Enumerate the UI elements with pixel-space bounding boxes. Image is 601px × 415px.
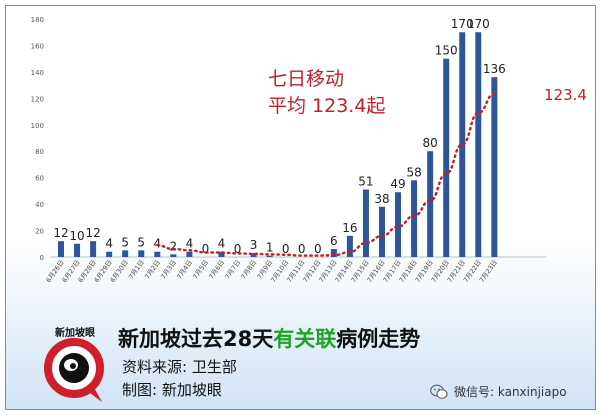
bar-value-label: 5	[121, 235, 129, 249]
title-highlight: 有关联	[273, 327, 337, 351]
y-tick-label: 120	[31, 95, 44, 103]
bar-value-label: 136	[483, 62, 506, 76]
y-tick-label: 100	[31, 122, 44, 130]
bar	[90, 241, 97, 257]
bar	[443, 58, 450, 257]
x-tick-label: 7月8日	[239, 259, 258, 281]
x-tick-label: 7月1日	[127, 259, 146, 281]
bar-value-label: 80	[423, 136, 438, 150]
bar-value-label: 1	[266, 241, 274, 255]
bar	[138, 250, 145, 257]
y-tick-label: 40	[35, 201, 44, 209]
bar	[58, 241, 64, 257]
wechat-id: 微信号: kanxinjiapo	[454, 385, 567, 399]
bar	[411, 180, 418, 257]
bar-value-label: 0	[298, 242, 306, 256]
bar	[379, 206, 385, 257]
bar-value-label: 0	[234, 242, 242, 256]
bar-value-label: 16	[342, 221, 357, 235]
x-tick-label: 7月5日	[191, 259, 210, 281]
bar	[475, 32, 482, 257]
bar	[122, 250, 129, 257]
y-tick-label: 0	[40, 254, 44, 262]
bar-value-label: 10	[69, 229, 84, 243]
x-tick-label: 7月4日	[175, 259, 194, 281]
moving-average-line	[156, 92, 496, 257]
y-tick-label: 20	[35, 228, 44, 236]
annotation-line-2: 平均 123.4起	[268, 95, 386, 117]
y-tick-label: 60	[35, 175, 44, 183]
bar	[154, 251, 161, 257]
bar	[170, 254, 177, 257]
bar	[395, 192, 402, 257]
x-tick-label: 7月2日	[143, 259, 162, 281]
bar-value-label: 0	[282, 242, 290, 256]
bar-value-label: 3	[250, 238, 258, 252]
infographic-frame: 0 20 40 60 80 100 120 140 160 180 12 6月26日 10 6月27日 12…	[5, 5, 596, 410]
bar	[459, 32, 466, 257]
bar	[266, 255, 273, 257]
bar-value-label: 0	[202, 242, 210, 256]
logo-wordmark: 新加坡眼	[55, 326, 95, 339]
bar-value-label: 4	[218, 237, 226, 251]
x-tick-label: 7月7日	[223, 259, 242, 281]
bar-value-label: 12	[85, 226, 100, 240]
bar	[362, 189, 369, 257]
title-part-1: 新加坡过去28天	[118, 327, 274, 351]
bar-value-label: 4	[153, 237, 161, 251]
bar	[74, 243, 81, 257]
moving-average-annotation: 七日移动 平均 123.4起	[268, 66, 385, 120]
x-tick-label: 7月3日	[159, 259, 178, 281]
y-tick-label: 180	[31, 16, 44, 24]
wechat-watermark: 微信号: kanxinjiapo	[430, 383, 567, 400]
x-tick-label: 7月6日	[207, 259, 226, 281]
y-tick-label: 160	[31, 42, 44, 50]
bar	[330, 249, 337, 257]
y-tick-label: 80	[35, 148, 44, 156]
data-source: 资料来源: 卫生部	[122, 358, 237, 376]
bar	[427, 151, 434, 257]
case-trend-chart: 020406080100120140160180126月26日106月27日12…	[31, 16, 546, 284]
bar-value-label: 4	[105, 237, 113, 251]
bar-value-label: 38	[374, 192, 389, 206]
bar	[346, 235, 353, 257]
wechat-icon	[430, 384, 448, 399]
xinjiapoyan-logo: 新加坡眼	[44, 326, 104, 402]
bar-value-label: 12	[53, 226, 68, 240]
bar	[250, 253, 257, 257]
infographic-title: 新加坡过去28天有关联病例走势	[118, 323, 420, 353]
bar-value-label: 150	[435, 44, 458, 58]
bar	[218, 251, 225, 257]
bar-value-label: 0	[314, 242, 322, 256]
bar	[186, 251, 193, 257]
moving-average-end-label: 123.4	[544, 86, 587, 104]
y-tick-label: 140	[31, 69, 44, 77]
bar-value-label: 6	[330, 234, 338, 248]
title-part-2: 病例走势	[336, 327, 421, 351]
bar-value-label: 58	[406, 165, 421, 179]
bar	[106, 251, 113, 257]
bar-value-label: 2	[170, 239, 178, 253]
chart-credit: 制图: 新加坡眼	[122, 381, 222, 399]
bar-value-label: 49	[390, 177, 405, 191]
annotation-line-1: 七日移动	[268, 68, 345, 90]
bar-value-label: 4	[186, 237, 194, 251]
bar-value-label: 51	[358, 175, 373, 189]
bar-value-label: 170	[451, 17, 474, 31]
bar-value-label: 5	[137, 235, 145, 249]
bar-value-label: 170	[467, 17, 490, 31]
bar	[491, 77, 498, 257]
